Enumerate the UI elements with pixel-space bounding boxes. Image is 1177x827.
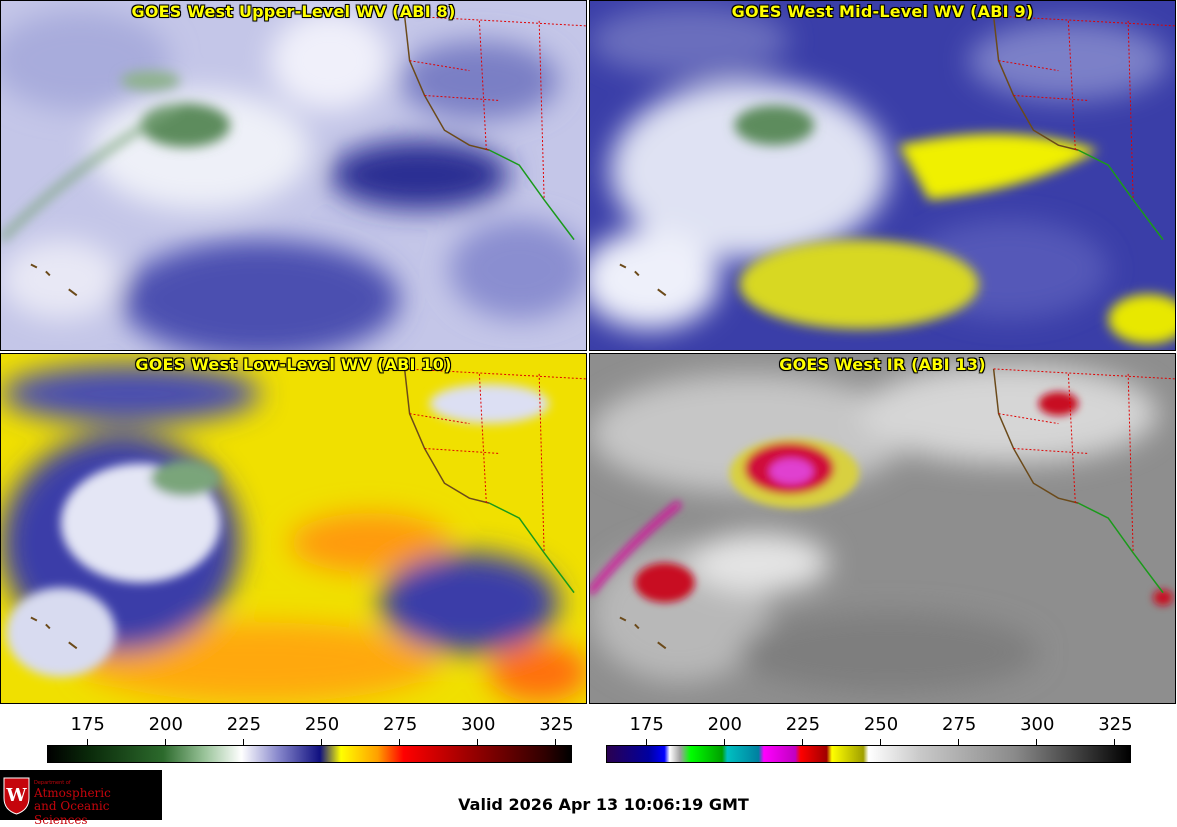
aos-logo: W Department of Atmospheric and Oceanic … xyxy=(0,770,162,827)
panel-title: GOES West Upper-Level WV (ABI 8) xyxy=(131,2,456,21)
ir-tick-label: 300 xyxy=(1017,714,1057,745)
ir-tick-label: 175 xyxy=(627,714,667,745)
wv-tick-label: 175 xyxy=(68,714,108,745)
wv-tick-label: 225 xyxy=(224,714,264,745)
ir-colorbar xyxy=(606,745,1131,763)
logo-line-atmospheric: Atmospheric xyxy=(34,786,111,800)
ir-tick-label: 275 xyxy=(939,714,979,745)
ir-image xyxy=(590,354,1175,703)
ir-tick-label: 325 xyxy=(1095,714,1135,745)
panel-title: GOES West IR (ABI 13) xyxy=(779,355,986,374)
mid-level-wv-image xyxy=(590,1,1175,350)
logo-department-label: Department of xyxy=(34,780,71,786)
panel-title: GOES West Low-Level WV (ABI 10) xyxy=(135,355,452,374)
uw-crest-icon: W xyxy=(3,777,30,815)
svg-text:W: W xyxy=(5,785,27,806)
wv-tick-label: 275 xyxy=(380,714,420,745)
low-level-wv-panel: GOES West Low-Level WV (ABI 10) xyxy=(0,353,587,704)
wv-colorbar xyxy=(47,745,572,763)
ir-panel: GOES West IR (ABI 13) xyxy=(589,353,1176,704)
upper-level-wv-image xyxy=(1,1,586,350)
ir-tick-label: 225 xyxy=(783,714,823,745)
upper-level-wv-panel: GOES West Upper-Level WV (ABI 8) xyxy=(0,0,587,351)
mid-level-wv-panel: GOES West Mid-Level WV (ABI 9) xyxy=(589,0,1176,351)
ir-tick-label: 200 xyxy=(705,714,745,745)
panel-title: GOES West Mid-Level WV (ABI 9) xyxy=(731,2,1034,21)
ir-colorbar-ticks: 175 200 225 250 275 300 325 xyxy=(606,714,1133,746)
wv-colorbar-ticks: 175 200 225 250 275 300 325 xyxy=(47,714,574,746)
wv-tick-label: 250 xyxy=(302,714,342,745)
ir-tick-label: 250 xyxy=(861,714,901,745)
wv-tick-label: 325 xyxy=(536,714,576,745)
low-level-wv-image xyxy=(1,354,586,703)
valid-time-label: Valid 2026 Apr 13 10:06:19 GMT xyxy=(458,795,749,814)
wv-tick-label: 300 xyxy=(458,714,498,745)
wv-tick-label: 200 xyxy=(146,714,186,745)
